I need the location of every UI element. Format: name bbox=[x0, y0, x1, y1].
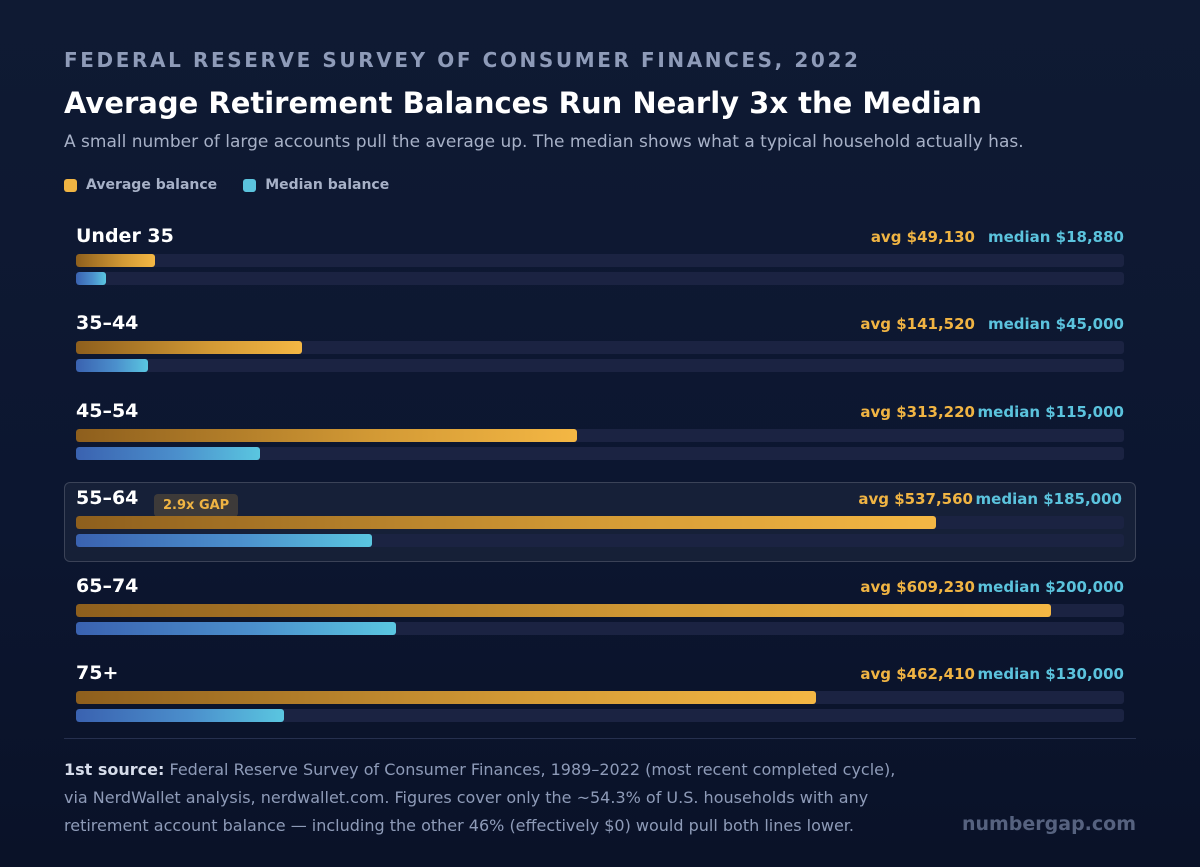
source-text: Federal Reserve Survey of Consumer Finan… bbox=[64, 760, 896, 835]
average-bar bbox=[76, 429, 578, 442]
category-label: 65–74 bbox=[76, 575, 139, 597]
median-track bbox=[76, 447, 1124, 460]
chart-title: Average Retirement Balances Run Nearly 3… bbox=[64, 86, 982, 120]
source-label: 1st source: bbox=[64, 760, 165, 779]
page: FEDERAL RESERVE SURVEY OF CONSUMER FINAN… bbox=[64, 0, 1136, 867]
category-label: Under 35 bbox=[76, 225, 174, 247]
row-65-74: 65–74 median $200,000 avg $609,230 bbox=[64, 570, 1136, 650]
row-35-44: 35–44 median $45,000 avg $141,520 bbox=[64, 307, 1136, 387]
legend-item-median: Median balance bbox=[243, 177, 389, 193]
row-45-54: 45–54 median $115,000 avg $313,220 bbox=[64, 395, 1136, 475]
average-track bbox=[76, 341, 1124, 354]
median-track bbox=[76, 272, 1124, 285]
legend-label-median: Median balance bbox=[265, 177, 390, 193]
bar-chart: Under 35 median $18,880 avg $49,130 35–44 me… bbox=[64, 0, 1136, 740]
footer-divider bbox=[64, 738, 1136, 739]
median-bar bbox=[76, 272, 107, 285]
average-track bbox=[76, 254, 1124, 267]
average-bar bbox=[76, 604, 1051, 617]
gap-badge: 2.9x GAP bbox=[154, 494, 239, 517]
average-value-label: avg $49,130 bbox=[870, 228, 975, 246]
median-bar bbox=[76, 447, 260, 460]
average-track bbox=[76, 691, 1124, 704]
average-value-label: avg $462,410 bbox=[860, 665, 975, 683]
legend-label-average: Average balance bbox=[86, 177, 218, 193]
median-value-label: median $200,000 bbox=[977, 578, 1124, 596]
legend-swatch-average bbox=[64, 178, 77, 192]
average-value-label: avg $313,220 bbox=[860, 403, 975, 421]
median-bar bbox=[76, 359, 148, 372]
median-value-label: median $185,000 bbox=[975, 490, 1122, 508]
average-bar bbox=[76, 254, 155, 267]
median-track bbox=[76, 534, 1124, 547]
average-value-label: avg $537,560 bbox=[858, 490, 973, 508]
median-bar bbox=[76, 622, 396, 635]
average-bar bbox=[76, 691, 816, 704]
median-value-label: median $18,880 bbox=[987, 228, 1124, 246]
average-bar bbox=[76, 341, 303, 354]
row-75: 75+ median $130,000 avg $462,410 bbox=[64, 657, 1136, 737]
legend-swatch-median bbox=[243, 178, 257, 192]
median-track bbox=[76, 709, 1124, 722]
category-label: 35–44 bbox=[76, 312, 139, 334]
legend-item-average: Average balance bbox=[64, 177, 217, 193]
category-label: 75+ bbox=[76, 662, 119, 684]
brand-logo-text: numbergap.com bbox=[961, 813, 1136, 835]
median-value-label: median $45,000 bbox=[987, 315, 1124, 333]
category-label: 45–54 bbox=[76, 400, 139, 422]
average-track bbox=[76, 516, 1124, 529]
median-bar bbox=[76, 534, 372, 547]
average-value-label: avg $609,230 bbox=[860, 578, 975, 596]
chart-subtitle: A small number of large accounts pull th… bbox=[64, 132, 1024, 152]
median-value-label: median $115,000 bbox=[977, 403, 1124, 421]
average-track bbox=[76, 604, 1124, 617]
average-bar bbox=[76, 516, 937, 529]
category-label: 55–64 bbox=[76, 487, 139, 509]
legend: Average balance Median balance bbox=[64, 177, 415, 193]
row-55-64: 55–64 2.9x GAP median $185,000 avg $537,560 bbox=[64, 482, 1136, 562]
median-value-label: median $130,000 bbox=[977, 665, 1124, 683]
eyebrow-label: FEDERAL RESERVE SURVEY OF CONSUMER FINAN… bbox=[64, 48, 861, 72]
median-track bbox=[76, 359, 1124, 372]
average-value-label: avg $141,520 bbox=[860, 315, 975, 333]
average-track bbox=[76, 429, 1124, 442]
median-bar bbox=[76, 709, 284, 722]
source-note: 1st source: Federal Reserve Survey of Co… bbox=[64, 756, 924, 840]
row-under-35: Under 35 median $18,880 avg $49,130 bbox=[64, 220, 1136, 300]
median-track bbox=[76, 622, 1124, 635]
